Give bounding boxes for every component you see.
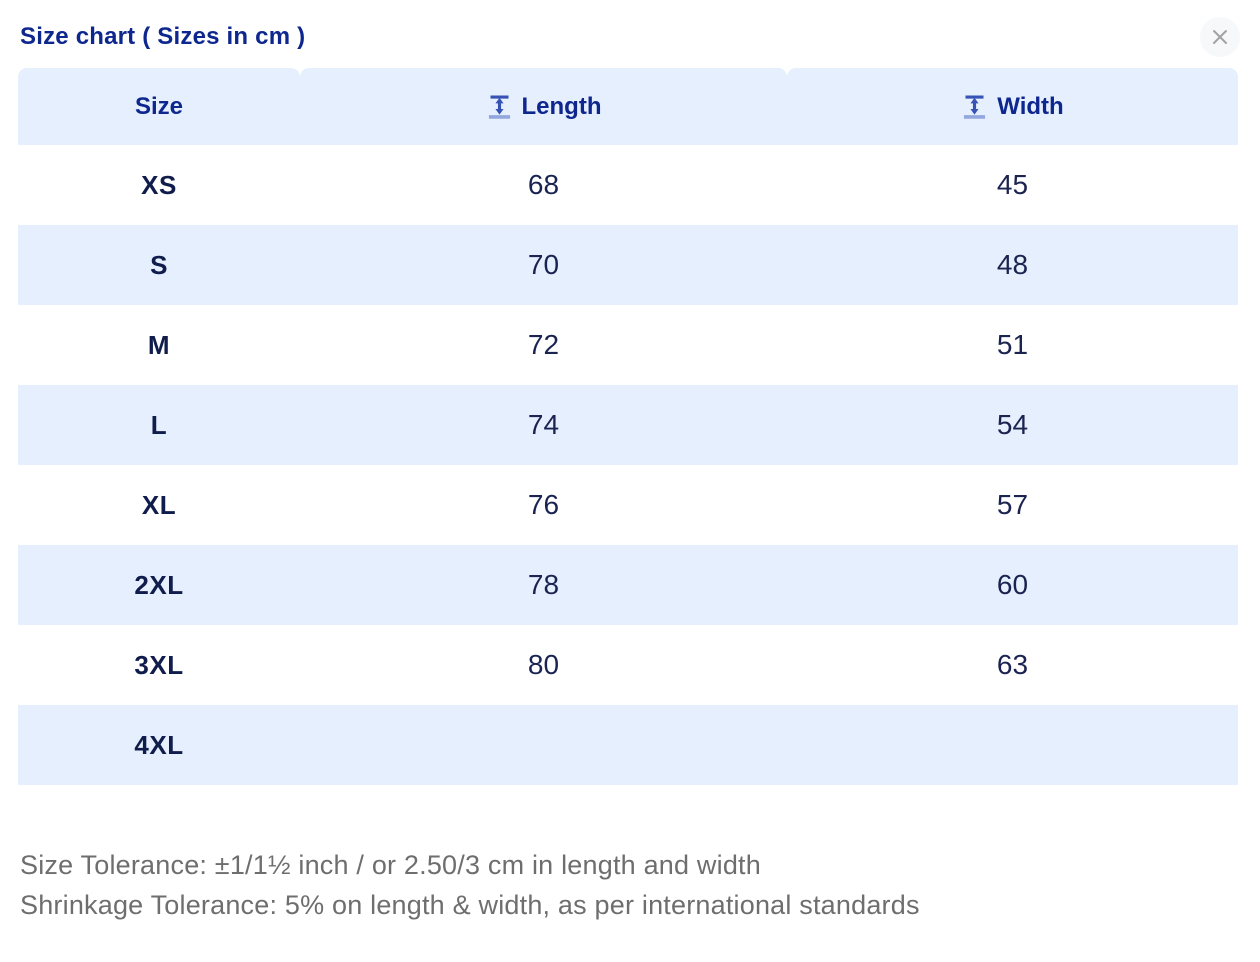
column-header-size-label: Size [134, 92, 184, 120]
vertical-measure-icon [964, 95, 986, 119]
length-cell: 74 [527, 409, 560, 440]
size-cell: XS [141, 169, 177, 200]
close-icon [1213, 30, 1227, 44]
tolerance-note: Size Tolerance: ±1/1½ inch / or 2.50/3 c… [20, 845, 1240, 925]
table-row: 3XL 80 63 [18, 625, 1238, 705]
table-row: XL 76 57 [18, 465, 1238, 545]
width-cell: 63 [996, 649, 1029, 680]
column-header-width-label: Width [997, 92, 1064, 120]
size-cell: 4XL [134, 729, 184, 760]
width-cell: 54 [996, 409, 1029, 440]
length-cell: 68 [527, 169, 560, 200]
length-cell: 78 [527, 569, 560, 600]
length-cell [300, 705, 787, 785]
table-header-row: Size Length [18, 68, 1238, 145]
close-button[interactable] [1200, 17, 1240, 57]
size-cell: XL [141, 489, 177, 520]
size-cell: L [150, 409, 168, 440]
table-row: M 72 51 [18, 305, 1238, 385]
width-cell [787, 705, 1238, 785]
table-row: 4XL [18, 705, 1238, 785]
page-title: Size chart ( Sizes in cm ) [20, 23, 306, 50]
table-row: XS 68 45 [18, 145, 1238, 225]
length-cell: 72 [527, 329, 560, 360]
size-cell: M [147, 329, 171, 360]
width-cell: 48 [996, 249, 1029, 280]
column-header-length: Length [300, 68, 787, 145]
shrinkage-tolerance-text: Shrinkage Tolerance: 5% on length & widt… [20, 890, 920, 920]
column-header-width: Width [787, 68, 1238, 145]
width-cell: 51 [996, 329, 1029, 360]
width-cell: 57 [996, 489, 1029, 520]
column-header-size: Size [18, 68, 300, 145]
size-cell: 2XL [134, 569, 184, 600]
width-cell: 45 [996, 169, 1029, 200]
length-cell: 80 [527, 649, 560, 680]
length-cell: 76 [527, 489, 560, 520]
size-cell: S [150, 249, 168, 280]
size-tolerance-text: Size Tolerance: ±1/1½ inch / or 2.50/3 c… [20, 850, 761, 880]
vertical-measure-icon [488, 95, 510, 119]
table-body: XS 68 45 S 70 48 M 72 51 L 74 54 [18, 145, 1238, 785]
size-cell: 3XL [134, 649, 184, 680]
table-row: 2XL 78 60 [18, 545, 1238, 625]
width-cell: 60 [996, 569, 1029, 600]
size-chart-modal: Size chart ( Sizes in cm ) Size Len [0, 0, 1260, 925]
table-row: S 70 48 [18, 225, 1238, 305]
column-header-length-label: Length [521, 92, 602, 120]
size-chart-table: Size Length [18, 68, 1238, 785]
modal-header: Size chart ( Sizes in cm ) [0, 0, 1260, 68]
length-cell: 70 [527, 249, 560, 280]
table-row: L 74 54 [18, 385, 1238, 465]
